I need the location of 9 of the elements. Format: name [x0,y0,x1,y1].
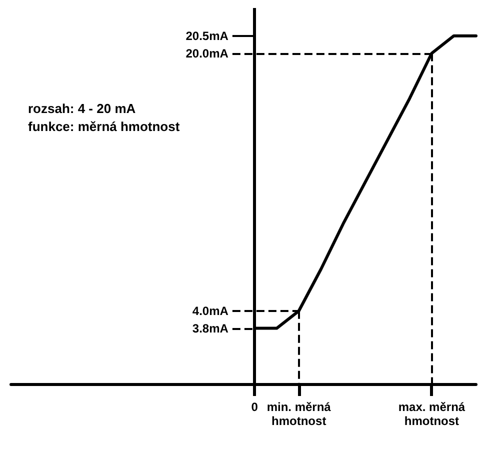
annotation: rozsah: 4 - 20 mA [28,101,136,116]
annotation: 20.0mA [186,46,229,60]
annotation: 3.8mA [192,321,229,336]
annotation: funkce: měrná hmotnost [28,119,180,134]
x-tick-label: min. měrná hmotnost [266,400,332,428]
x-tick-label: 0 [251,400,258,414]
annotation: 20.5mA [186,28,229,43]
annotation: 4.0mA [192,304,229,318]
x-tick-label: max. měrná hmotnost [398,400,466,428]
